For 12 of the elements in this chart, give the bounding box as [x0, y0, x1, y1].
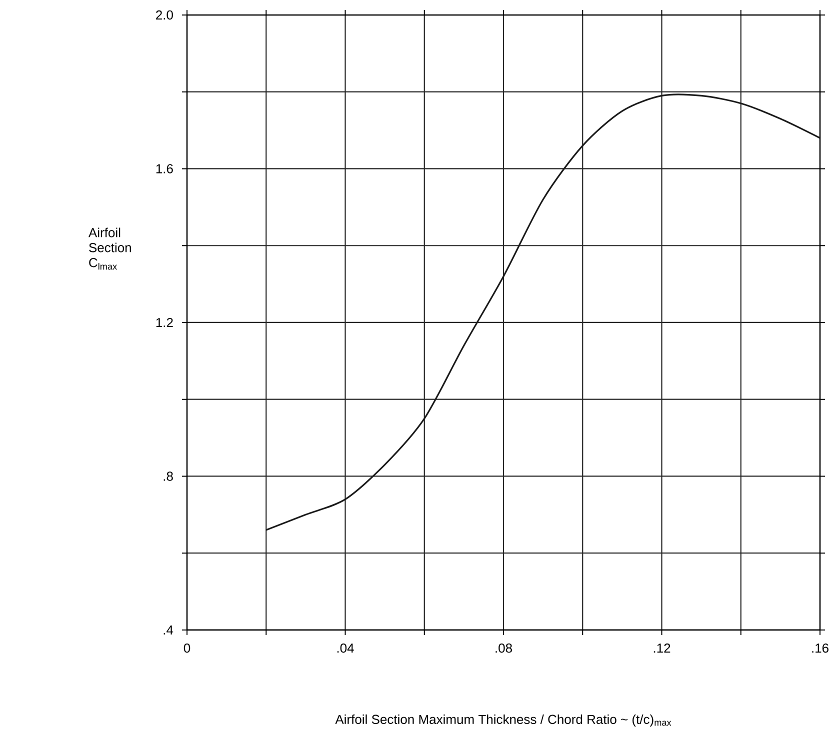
y-tick-label: 2.0 — [156, 10, 173, 20]
y-tick-label: .8 — [164, 472, 173, 481]
x-tick-label: .08 — [496, 644, 512, 653]
y-tick-label: 1.6 — [156, 164, 173, 174]
x-tick-label: .12 — [654, 644, 670, 653]
y-axis-title: Airfoil Section C$_{lmax}$ — [88, 228, 131, 270]
x-axis-title: Airfoil Section Maximum Thickness / Chord Ratio ~ (t/c)$_{max}$ — [335, 714, 672, 727]
y-tick-label: 1.2 — [156, 318, 173, 328]
x-tick-label: 0 — [184, 644, 190, 653]
x-tick-label: .16 — [812, 644, 828, 653]
y-tick-label: .4 — [164, 626, 174, 634]
x-tick-label: .04 — [337, 644, 354, 653]
